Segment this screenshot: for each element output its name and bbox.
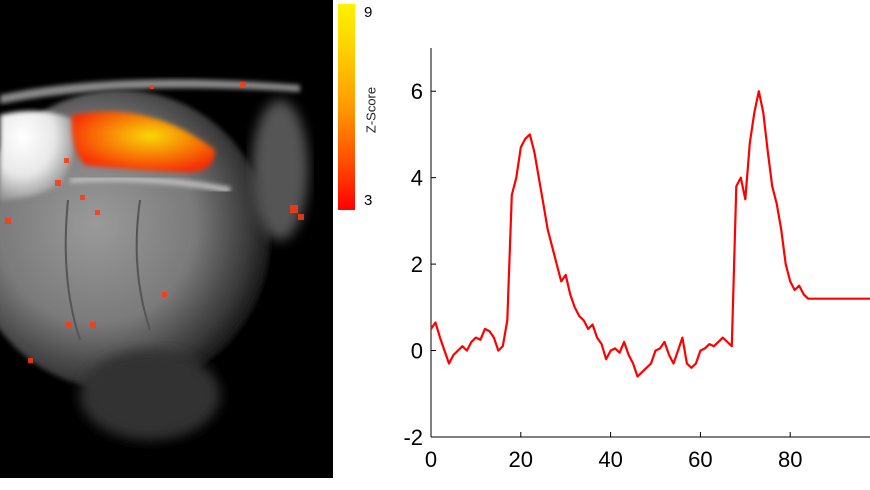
x-tick-label: 0: [425, 447, 437, 472]
x-tick-label: 60: [688, 447, 712, 472]
y-tick-label: 0: [411, 339, 423, 364]
colorbar-max-label: 9: [364, 4, 373, 21]
series-line: [430, 90, 870, 378]
brain-activation-map: [0, 0, 333, 478]
colorbar: 9 3 Z-Score: [338, 0, 388, 215]
colorbar-title: Z-Score: [363, 86, 379, 134]
y-tick-label: -2: [403, 425, 423, 450]
x-tick-label: 20: [509, 447, 533, 472]
colorbar-gradient: [338, 4, 355, 210]
y-tick-label: 4: [411, 166, 423, 191]
brain-image: [0, 0, 333, 478]
x-tick-label: 80: [778, 447, 802, 472]
y-tick-label: 2: [411, 252, 423, 277]
y-tick-label: 6: [411, 79, 423, 104]
x-tick-label: 40: [598, 447, 622, 472]
colorbar-min-label: 3: [364, 192, 373, 209]
